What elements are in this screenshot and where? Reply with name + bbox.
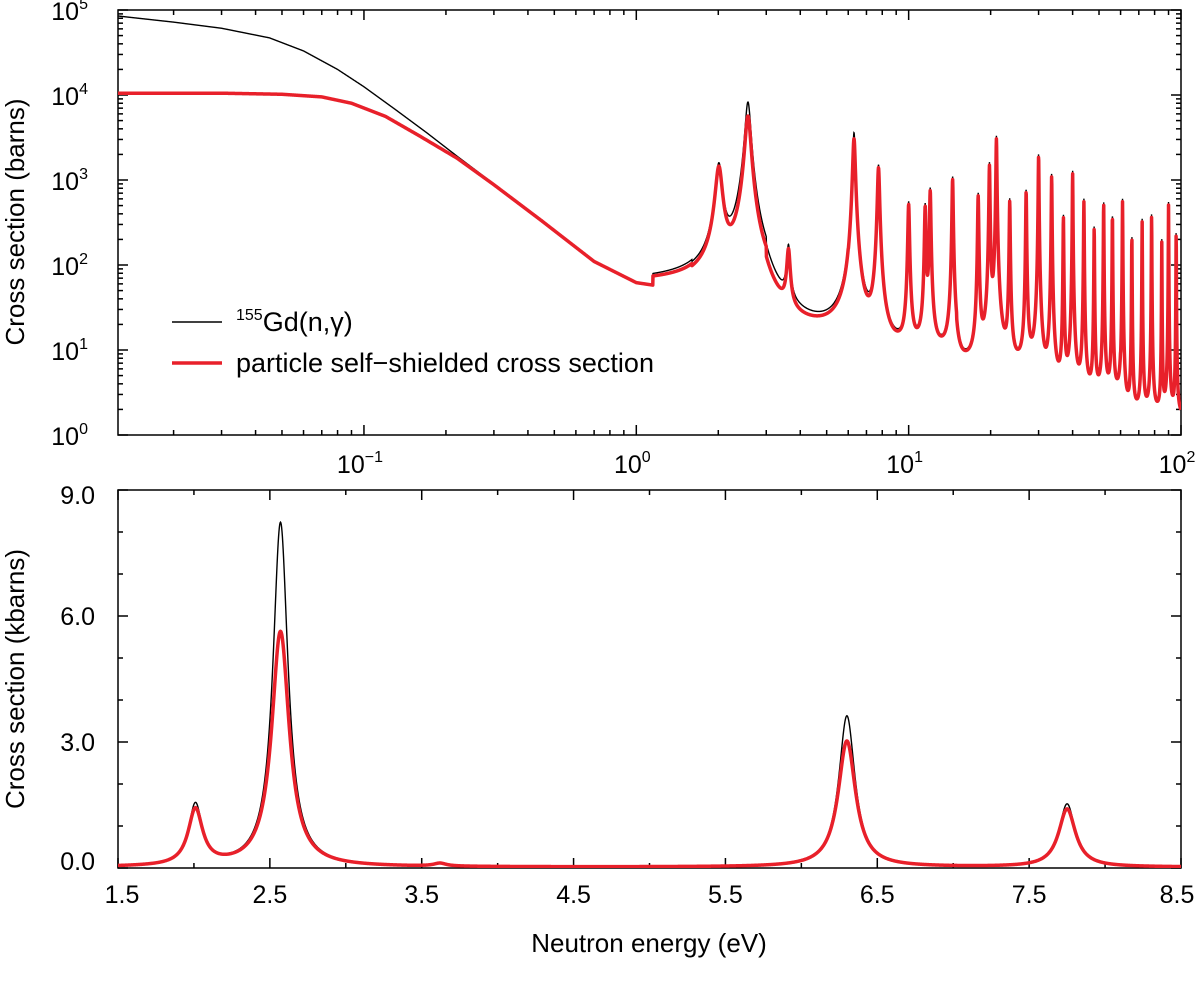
bottom-x-tick-label: 5.5 xyxy=(708,881,743,909)
legend-total-text: Gd(n,γ) xyxy=(263,307,353,337)
tick-exponent: 3 xyxy=(79,166,88,183)
legend-isotope-superscript: 155 xyxy=(236,307,263,324)
tick-exponent: 5 xyxy=(79,0,88,13)
tick-exponent: 1 xyxy=(79,336,88,353)
tick-base: 10 xyxy=(51,168,79,196)
bottom-y-tick-label: 6.0 xyxy=(60,603,95,631)
top-y-tick-label: 101 xyxy=(51,336,88,366)
tick-base: 10 xyxy=(614,451,642,479)
tick-base: 10 xyxy=(51,0,79,26)
top-x-tick-label: 100 xyxy=(614,449,651,479)
top-y-tick-label: 103 xyxy=(51,166,88,196)
bottom-y-tick-label: 0.0 xyxy=(60,848,95,876)
shielded-cross-section-line xyxy=(118,91,1181,411)
tick-base: 10 xyxy=(1159,451,1187,479)
bottom-y-axis-label: Cross section (kbarns) xyxy=(0,549,30,809)
bottom-x-tick-label: 4.5 xyxy=(556,881,591,909)
top-y-tick-label: 100 xyxy=(51,421,88,451)
bottom-x-tick-label: 8.5 xyxy=(1160,881,1195,909)
top-x-tick-label: 10−1 xyxy=(337,449,383,479)
bottom-x-tick-label: 7.5 xyxy=(1012,881,1047,909)
top-plot-frame xyxy=(117,9,1182,436)
tick-base: 10 xyxy=(51,338,79,366)
shielded-cross-section-line-linear xyxy=(118,629,1181,868)
tick-base: 10 xyxy=(51,253,79,281)
tick-exponent: 2 xyxy=(1186,449,1195,466)
bottom-x-tick-label: 3.5 xyxy=(404,881,439,909)
tick-exponent: 4 xyxy=(79,81,88,98)
total-cross-section-line-linear xyxy=(118,520,1181,868)
tick-exponent: 0 xyxy=(642,449,651,466)
tick-exponent: 0 xyxy=(79,421,88,438)
tick-base: 10 xyxy=(886,451,914,479)
legend-label-shielded: particle self−shielded cross section xyxy=(236,348,654,378)
bottom-x-ticks: 1.5 2.5 3.5 4.5 5.5 6.5 7.5 8.5 xyxy=(105,490,1195,909)
top-y-axis-label: Cross section (barns) xyxy=(0,98,30,345)
top-y-tick-label: 102 xyxy=(51,251,88,281)
bottom-x-axis-label: Neutron energy (eV) xyxy=(531,928,767,958)
bottom-y-tick-label: 3.0 xyxy=(60,729,95,757)
top-y-tick-label: 105 xyxy=(51,0,88,26)
tick-base: 10 xyxy=(337,451,365,479)
legend-label-total: 155Gd(n,γ) xyxy=(236,307,353,337)
bottom-panel: 1.5 2.5 3.5 4.5 5.5 6.5 7.5 8.5 0.0 3.0 6.0 9.0 Cr… xyxy=(0,482,1194,958)
bottom-x-tick-label: 1.5 xyxy=(105,881,140,909)
top-x-tick-label: 101 xyxy=(886,449,923,479)
top-x-tick-label: 102 xyxy=(1159,449,1196,479)
bottom-y-ticks: 0.0 3.0 6.0 9.0 xyxy=(60,482,1181,876)
bottom-x-tick-label: 2.5 xyxy=(252,881,287,909)
tick-exponent: −1 xyxy=(365,449,383,466)
bottom-y-tick-label: 9.0 xyxy=(60,482,95,510)
tick-base: 10 xyxy=(51,83,79,111)
top-x-ticks: 10−1 100 101 102 xyxy=(172,10,1196,479)
legend: 155Gd(n,γ) particle self−shielded cross … xyxy=(172,307,654,378)
bottom-x-tick-label: 6.5 xyxy=(860,881,895,909)
tick-exponent: 2 xyxy=(79,251,88,268)
tick-base: 10 xyxy=(51,423,79,451)
tick-exponent: 1 xyxy=(914,449,923,466)
top-y-tick-label: 104 xyxy=(51,81,88,111)
